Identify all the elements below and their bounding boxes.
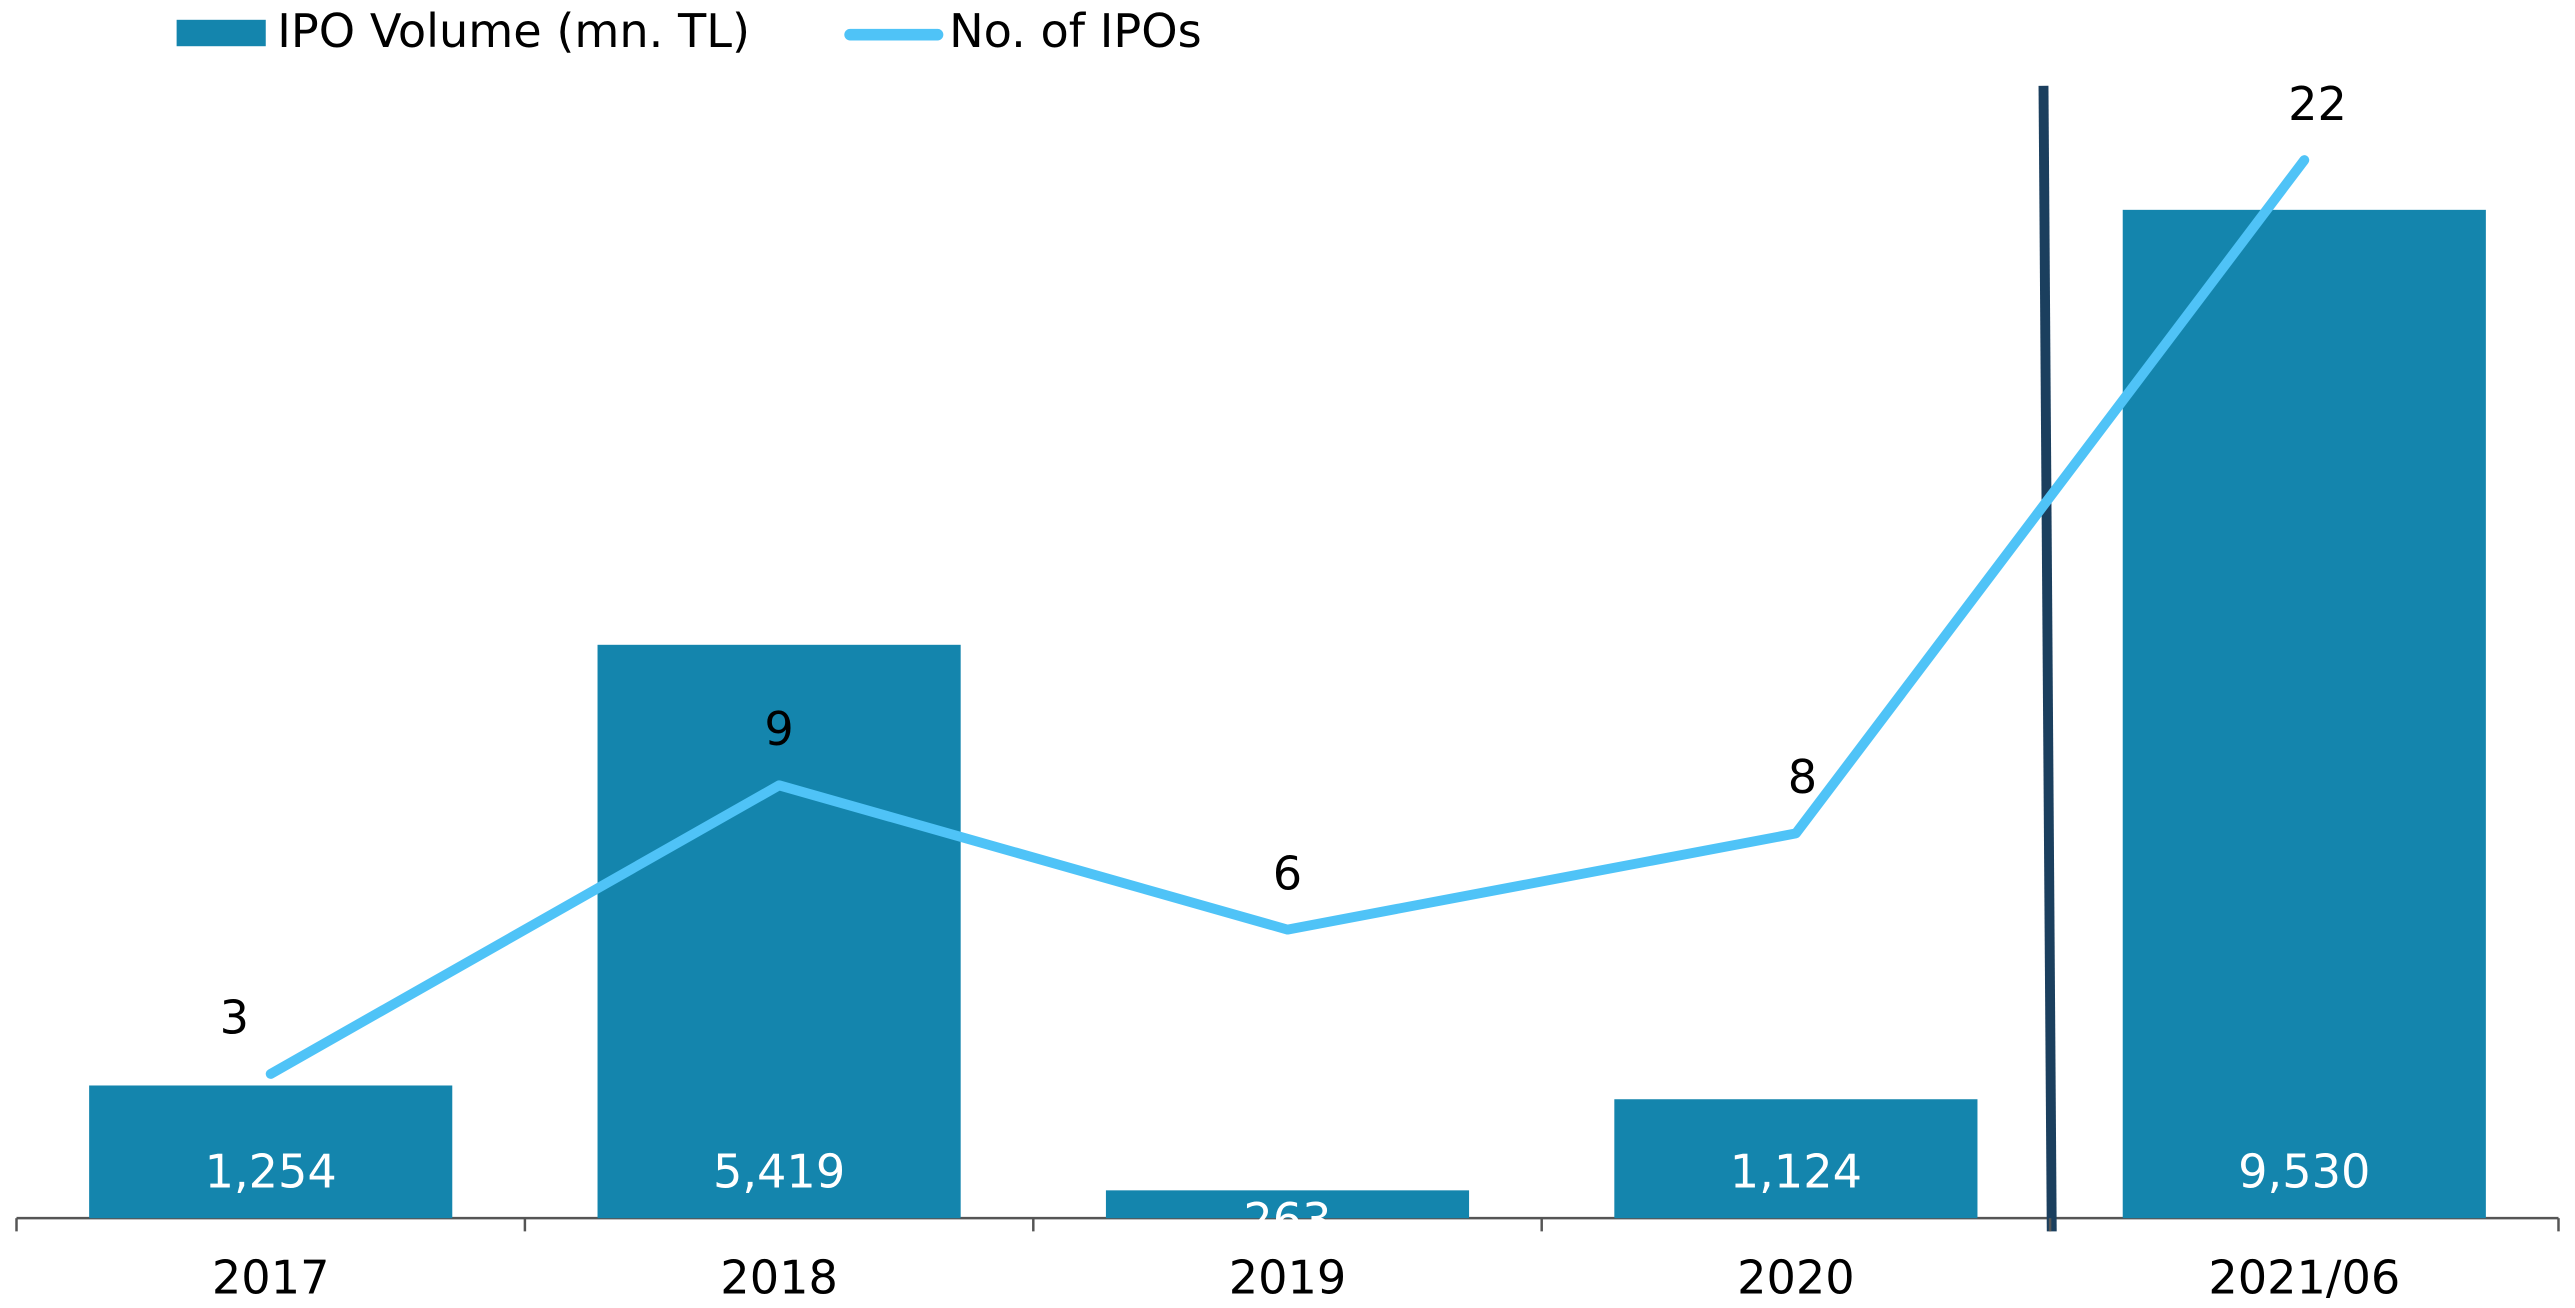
x-tick-label: 2018 — [720, 1250, 838, 1304]
bar-label: 9,530 — [2238, 1145, 2370, 1199]
bar-label: 5,419 — [713, 1145, 845, 1199]
bar — [597, 644, 961, 1219]
line-label: 22 — [2288, 77, 2347, 131]
bar — [89, 1085, 453, 1219]
bar — [2122, 209, 2486, 1219]
line-label: 8 — [1788, 750, 1817, 804]
line-label: 9 — [764, 702, 793, 756]
legend-label: IPO Volume (mn. TL) — [277, 4, 750, 58]
x-tick-label: 2021/06 — [2208, 1250, 2400, 1304]
x-tick-label: 2017 — [212, 1250, 330, 1304]
x-tick-label: 2020 — [1737, 1250, 1855, 1304]
divider — [2038, 85, 2057, 1232]
bar-label: 1,254 — [205, 1145, 337, 1199]
line-label: 6 — [1273, 846, 1302, 900]
line — [265, 155, 2310, 1079]
bar — [1614, 1099, 1978, 1219]
bar — [1105, 1190, 1470, 1219]
bar-label: 1,124 — [1730, 1145, 1862, 1199]
x-tick-label: 2019 — [1229, 1250, 1347, 1304]
line-label: 3 — [220, 991, 249, 1045]
legend-swatch — [176, 19, 266, 47]
legend-label: No. of IPOs — [949, 4, 1202, 58]
bar-label: 263 — [1243, 1193, 1331, 1247]
